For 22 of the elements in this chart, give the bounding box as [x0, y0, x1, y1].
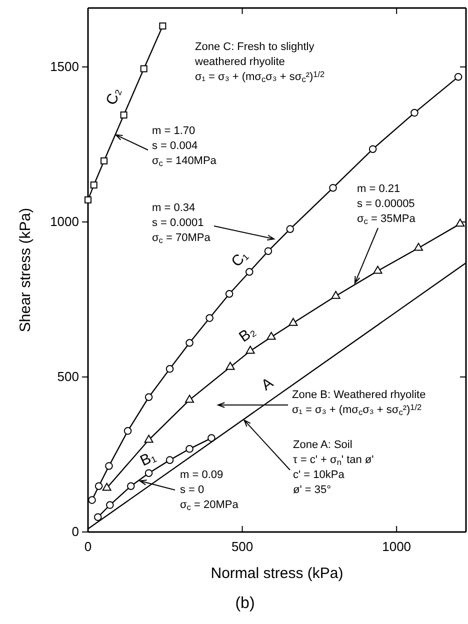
annotation: Zone B: Weathered rhyolite σ₁ = σ₃ + (mσ$_{c}$σ₃ + sσ$_{c}$²)$^{1/2}$: [292, 389, 426, 417]
annotation: m = 1.70 s = 0.004 σ$_{c}$ = 140MPa: [152, 125, 218, 168]
x-tick-label: 0: [84, 539, 92, 554]
annotation: m = 0.34 s = 0.0001 σ$_{c}$ = 70MPa: [152, 202, 212, 245]
annotation: m = 0.21 s = 0.00005 σ$_{c}$ = 35MPa: [357, 183, 416, 226]
annotation: Zone C: Fresh to slightly weathered rhyolite σ₁ = σ₃ + (mσ$_{c}$σ₃ + sσ$_{c}$²)$^{1/2}$: [194, 41, 326, 84]
x-tick-label: 500: [231, 539, 254, 554]
text: C₂: [102, 86, 125, 108]
annotation: Zone A: Soil τ = c' + σ$_{n}$' tan ø' c' = 10kPa ø' = 35°: [293, 439, 374, 496]
text: B₁: [138, 448, 159, 470]
y-tick-label: 500: [57, 369, 79, 384]
text: B₂: [236, 322, 259, 346]
text: A: [258, 374, 276, 394]
legend-label: C₁: [228, 247, 252, 270]
x-tick-label: 1000: [382, 539, 412, 554]
y-tick-label: 1000: [50, 214, 79, 230]
y-tick-label: 0: [72, 524, 79, 540]
y-axis-title: Shear stress (kPa): [17, 208, 34, 332]
y-tick-label: 1500: [50, 59, 79, 74]
text: (b): [235, 595, 255, 612]
annotation: m = 0.09 s = 0 σ$_{c}$ = 20MPa: [180, 469, 240, 512]
x-axis-title: Normal stress (kPa): [210, 565, 344, 582]
